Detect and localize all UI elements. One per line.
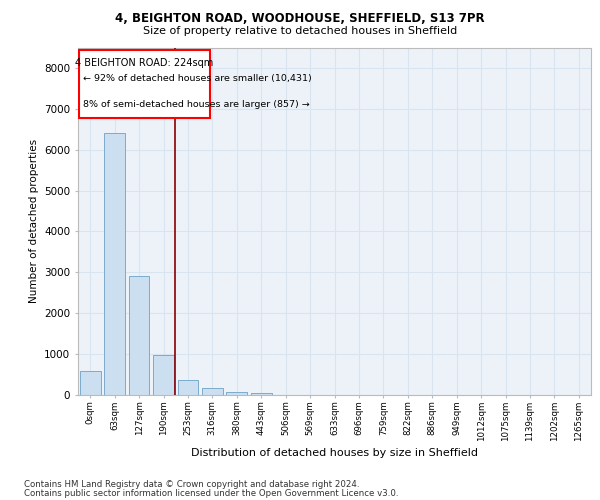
Bar <box>226 392 247 395</box>
Bar <box>80 372 101 395</box>
Bar <box>104 134 125 395</box>
X-axis label: Distribution of detached houses by size in Sheffield: Distribution of detached houses by size … <box>191 448 478 458</box>
FancyBboxPatch shape <box>79 50 210 118</box>
Bar <box>128 276 149 395</box>
Text: ← 92% of detached houses are smaller (10,431): ← 92% of detached houses are smaller (10… <box>83 74 311 84</box>
Text: 8% of semi-detached houses are larger (857) →: 8% of semi-detached houses are larger (8… <box>83 100 310 108</box>
Text: Contains HM Land Registry data © Crown copyright and database right 2024.: Contains HM Land Registry data © Crown c… <box>24 480 359 489</box>
Bar <box>251 393 272 395</box>
Bar <box>202 388 223 395</box>
Y-axis label: Number of detached properties: Number of detached properties <box>29 139 38 304</box>
Text: Size of property relative to detached houses in Sheffield: Size of property relative to detached ho… <box>143 26 457 36</box>
Text: 4, BEIGHTON ROAD, WOODHOUSE, SHEFFIELD, S13 7PR: 4, BEIGHTON ROAD, WOODHOUSE, SHEFFIELD, … <box>115 12 485 26</box>
Bar <box>178 380 199 395</box>
Bar <box>153 356 174 395</box>
Text: Contains public sector information licensed under the Open Government Licence v3: Contains public sector information licen… <box>24 489 398 498</box>
Text: 4 BEIGHTON ROAD: 224sqm: 4 BEIGHTON ROAD: 224sqm <box>76 58 214 68</box>
